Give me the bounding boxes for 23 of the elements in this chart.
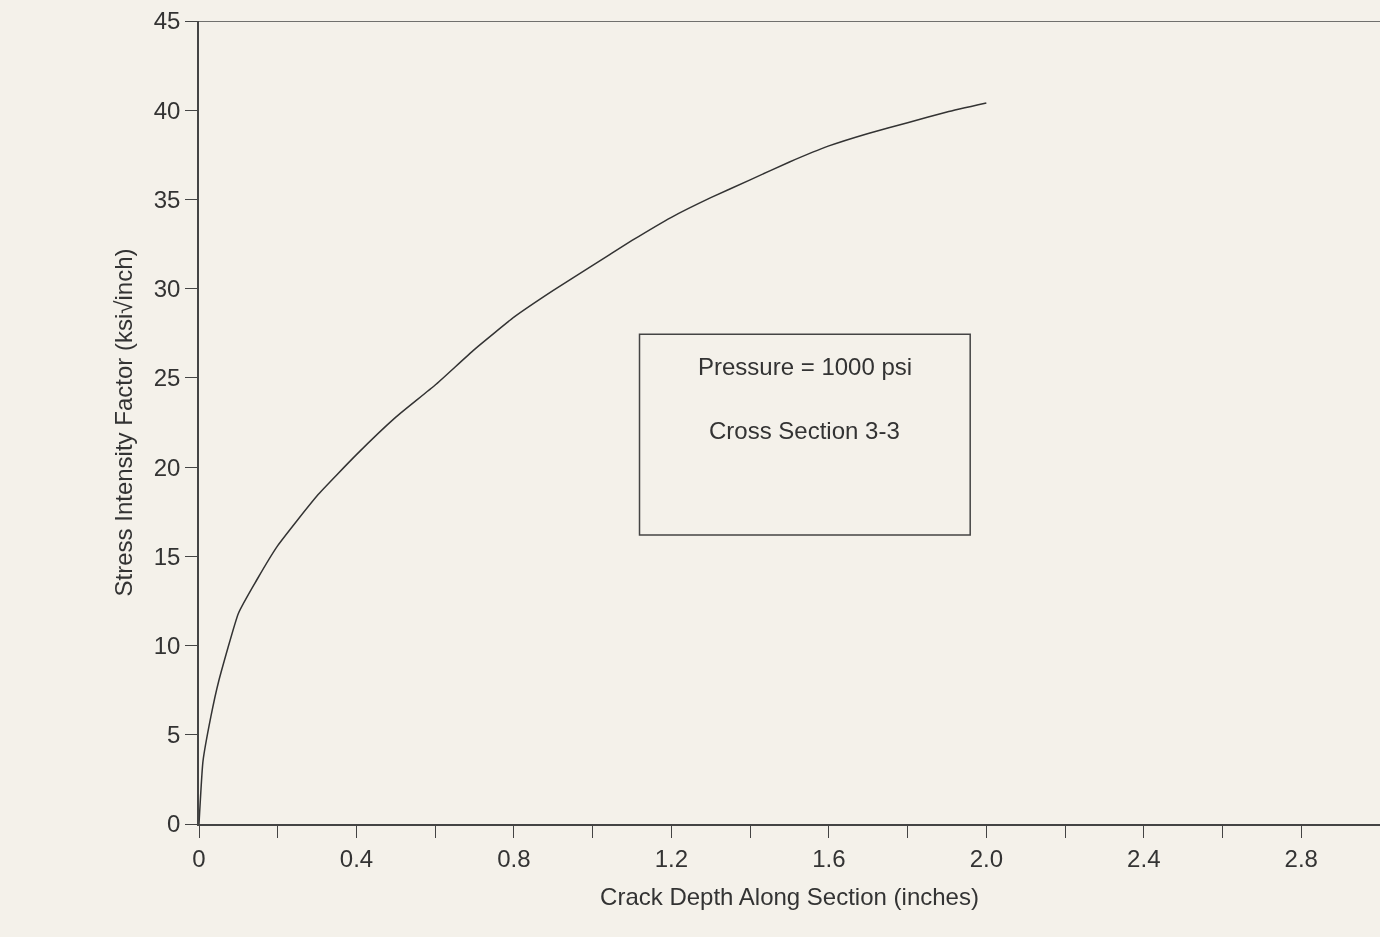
x-tick-label: 1.2 <box>654 844 689 872</box>
annotation: Cross Section 3-3 <box>709 417 900 444</box>
x-tick-label: 0.4 <box>339 844 374 872</box>
x-tick-label: 0.8 <box>497 844 531 872</box>
x-tick-label: 2.4 <box>1127 844 1161 872</box>
y-axis-title: Stress Intensity Factor (ksi√inch) <box>110 248 138 597</box>
annotation: Pressure = 1000 psi <box>698 353 913 380</box>
x-tick-label: 1.6 <box>812 844 846 872</box>
y-tick-label: 40 <box>153 96 181 124</box>
line-series <box>199 102 988 824</box>
y-tick-label: 0 <box>167 810 181 838</box>
x-tick-label: 2.0 <box>969 844 1004 872</box>
y-tick-label: 20 <box>153 453 181 481</box>
x-tick-label: 2.8 <box>1284 844 1318 872</box>
y-tick-label: 45 <box>153 7 181 35</box>
x-axis-title: Crack Depth Along Section (inches) <box>600 883 979 911</box>
y-tick-label: 10 <box>153 631 181 659</box>
y-tick-label: 30 <box>153 275 181 303</box>
x-tick-label: 0 <box>192 844 206 872</box>
y-tick-label: 15 <box>153 542 181 570</box>
y-tick-label: 35 <box>153 185 181 213</box>
y-tick-label: 5 <box>167 721 181 749</box>
y-tick-label: 25 <box>153 364 181 392</box>
